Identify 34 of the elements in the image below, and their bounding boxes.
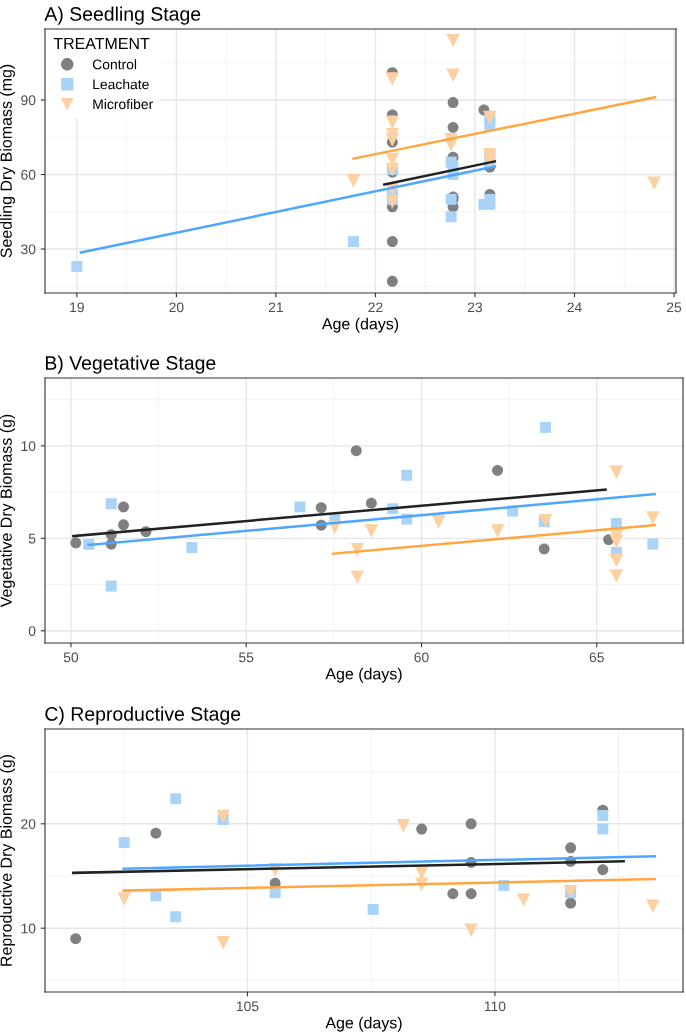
y-axis-title: Seedling Dry Biomass (mg) — [0, 64, 15, 258]
x-axis-title: Age (days) — [325, 1016, 402, 1032]
legend-label: Microfiber — [93, 98, 153, 110]
x-tick-label: 60 — [414, 652, 429, 663]
x-axis-title: Age (days) — [325, 667, 402, 683]
chart-title: A) Seedling Stage — [44, 6, 201, 25]
y-tick-label: 90 — [21, 95, 36, 106]
x-tick-label: 23 — [467, 302, 483, 313]
y-tick-label: 30 — [21, 244, 36, 255]
y-tick-label: 20 — [21, 819, 36, 829]
y-tick-label: 5 — [28, 533, 36, 544]
y-tick-label: 10 — [21, 923, 36, 934]
y-tick-label: 10 — [21, 441, 36, 452]
x-tick-label: 19 — [70, 302, 84, 313]
x-tick-label: 105 — [236, 1001, 259, 1012]
legend-label: Leachate — [93, 79, 149, 90]
chart-title: C) Reproductive Stage — [45, 706, 241, 725]
chart-title: B) Vegetative Stage — [45, 355, 216, 374]
x-axis-title: Age (days) — [321, 317, 399, 333]
x-tick-label: 21 — [268, 302, 283, 313]
legend-label: Control — [92, 59, 137, 70]
y-tick-label: 0 — [28, 626, 36, 636]
x-tick-label: 65 — [589, 652, 604, 663]
x-tick-label: 110 — [484, 1001, 506, 1012]
x-tick-label: 20 — [169, 302, 184, 313]
x-tick-label: 25 — [666, 302, 682, 313]
y-tick-label: 60 — [21, 169, 36, 180]
y-axis-title: Reproductive Dry Biomass (g) — [0, 754, 15, 966]
x-tick-label: 22 — [368, 302, 383, 313]
x-tick-label: 24 — [567, 302, 582, 313]
x-tick-label: 55 — [239, 652, 254, 663]
legend-title: TREATMENT — [53, 37, 150, 49]
y-axis-title: Vegetative Dry Biomass (g) — [0, 414, 15, 608]
x-tick-label: 50 — [63, 652, 79, 663]
